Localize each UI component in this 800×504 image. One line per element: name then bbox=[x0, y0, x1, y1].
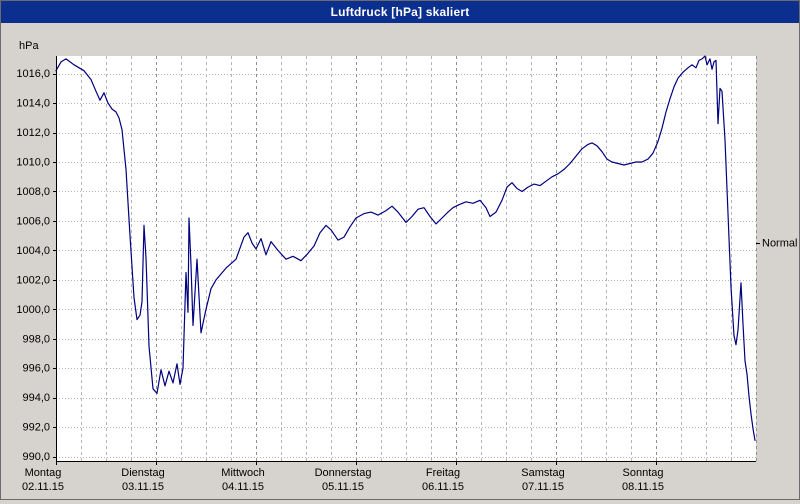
y-tick-label: 1016,0 bbox=[16, 68, 50, 80]
y-tick-label: 1000,0 bbox=[16, 304, 50, 316]
y-tick-label: 1002,0 bbox=[16, 274, 50, 286]
chart-area: 990,0 992,0 994,0 996,0 998,0 1000,0 1002,0 100… bbox=[1, 23, 799, 499]
x-tick-date: 02.11.15 bbox=[22, 481, 64, 493]
pressure-line bbox=[55, 55, 756, 441]
y-tick-label: 1008,0 bbox=[16, 186, 50, 198]
y-tick-label: 994,0 bbox=[22, 392, 50, 404]
gridlines bbox=[56, 56, 757, 461]
y-axis-labels: 990,0 992,0 994,0 996,0 998,0 1000,0 1002,0 100… bbox=[16, 68, 56, 463]
x-tick-day: Mittwoch bbox=[221, 467, 264, 479]
x-tick-date: 05.11.15 bbox=[322, 481, 364, 493]
x-tick-day: Samstag bbox=[521, 467, 564, 479]
y-tick-label: 1004,0 bbox=[16, 245, 50, 257]
x-tick-day: Montag bbox=[25, 467, 62, 479]
x-tick-date: 08.11.15 bbox=[622, 481, 664, 493]
x-tick-date: 06.11.15 bbox=[422, 481, 464, 493]
x-tick-day: Freitag bbox=[426, 467, 460, 479]
y-tick-label: 990,0 bbox=[22, 451, 50, 463]
y-tick-label: 996,0 bbox=[22, 363, 50, 375]
normal-marker: Normal bbox=[756, 238, 797, 250]
y-axis-unit-label: hPa bbox=[19, 40, 39, 52]
y-tick-label: 1014,0 bbox=[16, 98, 50, 110]
normal-marker-label: Normal bbox=[762, 238, 797, 250]
x-tick-date: 04.11.15 bbox=[222, 481, 264, 493]
x-tick-date: 07.11.15 bbox=[522, 481, 564, 493]
x-tick-date: 03.11.15 bbox=[122, 481, 164, 493]
window-title: Luftdruck [hPa] skaliert bbox=[330, 5, 470, 19]
y-tick-label: 992,0 bbox=[22, 422, 50, 434]
x-tick-day: Donnerstag bbox=[315, 467, 372, 479]
y-tick-label: 1012,0 bbox=[16, 127, 50, 139]
x-tick-day: Sonntag bbox=[623, 467, 664, 479]
axes bbox=[56, 56, 756, 462]
y-tick-label: 1006,0 bbox=[16, 215, 50, 227]
y-tick-label: 1010,0 bbox=[16, 157, 50, 169]
y-tick-label: 998,0 bbox=[22, 333, 50, 345]
x-axis-labels: Montag 02.11.15 Dienstag 03.11.15 Mittwoch 04… bbox=[22, 461, 664, 493]
pressure-chart: 990,0 992,0 994,0 996,0 998,0 1000,0 1002,0 100… bbox=[16, 40, 797, 493]
titlebar: Luftdruck [hPa] skaliert bbox=[1, 1, 799, 23]
x-tick-day: Dienstag bbox=[121, 467, 164, 479]
